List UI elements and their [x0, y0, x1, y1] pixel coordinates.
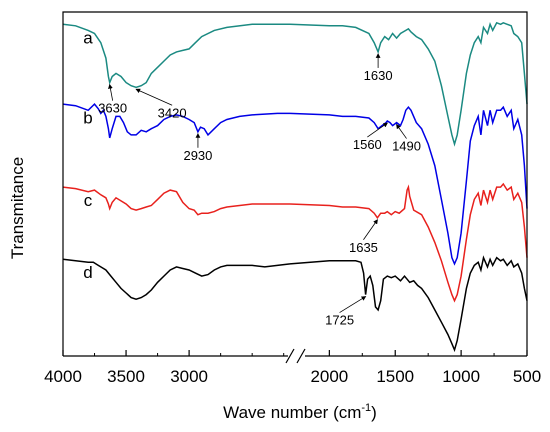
annotation-arrow-1560 — [367, 122, 388, 138]
plot-area: a b c d 3630 3420 1630 2930 1560 1490 1635 1725 — [62, 21, 528, 353]
x-tick-label-2000: 2000 — [310, 367, 348, 386]
series-line-a-right — [289, 21, 528, 147]
series-label-b: b — [83, 109, 92, 128]
series-label-a: a — [83, 29, 93, 48]
plot-frame — [62, 11, 528, 356]
x-tick-label-3000: 3000 — [170, 367, 208, 386]
x-tick-label-500: 500 — [513, 367, 541, 386]
x-tick-label-1000: 1000 — [442, 367, 480, 386]
annotation-label-1630: 1630 — [364, 68, 393, 83]
axis-break-mark-2 — [296, 348, 306, 364]
series-label-c: c — [84, 191, 93, 210]
annotation-label-3420: 3420 — [158, 105, 187, 120]
series-line-d-left — [62, 258, 291, 300]
series-line-c-left — [62, 186, 290, 216]
series-line-d-right — [289, 255, 528, 353]
y-axis-label: Transmitance — [8, 157, 27, 259]
x-tick-label-3500: 3500 — [107, 367, 145, 386]
annotation-label-1490: 1490 — [392, 139, 421, 154]
annotation-arrow-1725 — [339, 296, 367, 313]
axes: 4000 3500 3000 2000 1500 1000 500 — [44, 11, 541, 386]
axis-break-mark-1 — [285, 348, 295, 364]
x-axis-label: Wave number (cm-1) — [223, 402, 377, 422]
annotation-label-1725: 1725 — [325, 313, 354, 328]
x-tick-label-1500: 1500 — [376, 367, 414, 386]
x-axis-label-main: Wave number (cm — [223, 403, 361, 422]
annotation-arrow-3420 — [135, 88, 173, 106]
annotation-label-1635: 1635 — [349, 240, 378, 255]
annotation-label-3630: 3630 — [98, 101, 127, 116]
annotation-arrow-1490 — [396, 123, 407, 139]
series-label-d: d — [83, 263, 92, 282]
series-line-a-left — [62, 23, 290, 89]
x-tick-label-4000: 4000 — [44, 367, 82, 386]
x-axis-label-superscript: -1 — [361, 402, 371, 414]
x-axis-label-close: ) — [371, 403, 377, 422]
annotation-arrow-1635 — [363, 219, 378, 241]
annotation-label-1560: 1560 — [353, 137, 382, 152]
annotation-arrow-3630 — [108, 83, 114, 101]
annotation-label-2930: 2930 — [183, 148, 212, 163]
series-line-b-left — [62, 102, 290, 139]
series-line-c-right — [289, 182, 528, 303]
